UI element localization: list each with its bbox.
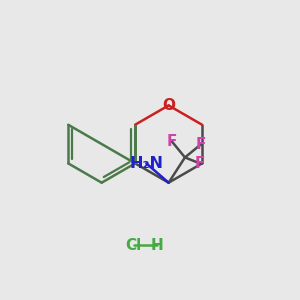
Text: Cl: Cl: [125, 238, 142, 253]
Text: O: O: [162, 98, 175, 113]
Text: F: F: [196, 136, 206, 152]
Text: H₂N: H₂N: [129, 156, 163, 171]
Text: F: F: [195, 156, 205, 171]
Text: F: F: [167, 134, 177, 148]
Text: H: H: [151, 238, 164, 253]
